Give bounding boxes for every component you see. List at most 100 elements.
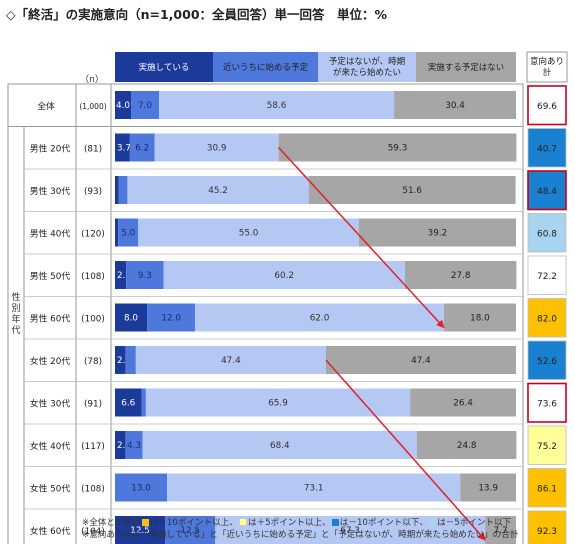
bar-segment bbox=[416, 431, 517, 459]
bar-segment bbox=[163, 261, 405, 289]
row-label: 女性 20代 bbox=[30, 355, 71, 367]
data-label: 26.4 bbox=[453, 399, 473, 409]
minus10-note: は－10ポイント以下、 bbox=[339, 518, 429, 528]
data-label: 24.8 bbox=[457, 441, 477, 451]
group-axis-label-char: 年 bbox=[11, 313, 20, 325]
data-label: 73.1 bbox=[304, 484, 324, 494]
legend-label: 実施する予定はない bbox=[428, 62, 505, 73]
data-label: 7.0 bbox=[138, 101, 152, 111]
bar-segment bbox=[147, 303, 196, 332]
bar-segment bbox=[126, 261, 164, 289]
row-n: (100) bbox=[81, 314, 105, 324]
highlight-legend-note: ※全体との差が は＋10ポイント以上、 は＋5ポイント以上、 は－10ポイント以下、は… bbox=[82, 516, 511, 528]
bar-segment bbox=[118, 218, 139, 247]
data-label: 60.2 bbox=[274, 271, 294, 281]
bar-segment bbox=[115, 176, 119, 204]
intent-cell bbox=[527, 382, 567, 423]
bar-segment bbox=[159, 91, 395, 119]
data-label: 68.4 bbox=[270, 441, 290, 451]
bar-segment bbox=[443, 303, 516, 332]
intent-cell bbox=[527, 213, 567, 253]
bar-segment bbox=[167, 473, 461, 502]
data-label: 7.7 bbox=[494, 526, 508, 536]
data-label: 58.6 bbox=[267, 101, 287, 111]
bar-segment bbox=[404, 261, 517, 289]
data-label: 4.0 bbox=[116, 101, 130, 111]
intent-header-box bbox=[526, 51, 568, 83]
intent-value: 82.0 bbox=[537, 314, 557, 324]
intent-cell bbox=[527, 298, 567, 338]
data-label: 13.9 bbox=[478, 484, 498, 494]
data-label: 30.9 bbox=[207, 144, 227, 154]
bar-segment bbox=[145, 388, 411, 417]
group-axis-label-char: 代 bbox=[11, 325, 20, 336]
data-label: 2.6 bbox=[117, 356, 131, 366]
bar-segment bbox=[131, 91, 160, 119]
bar-segment bbox=[215, 516, 486, 544]
bar-segment bbox=[278, 133, 517, 162]
bar-segment bbox=[135, 346, 326, 374]
data-label: 39.2 bbox=[428, 229, 448, 239]
row-n: (78) bbox=[84, 357, 102, 367]
row-label: 全体 bbox=[37, 100, 55, 112]
trend-arrow bbox=[325, 359, 486, 541]
row-label: 男性 30代 bbox=[30, 185, 71, 197]
intent-cell bbox=[527, 170, 567, 211]
row-n: (1,000) bbox=[79, 102, 106, 111]
row-n: (120) bbox=[81, 229, 105, 239]
intent-cell bbox=[527, 128, 567, 168]
plus5-swatch bbox=[238, 518, 247, 526]
bar-segment bbox=[118, 176, 128, 204]
row-n: (108) bbox=[81, 484, 105, 494]
bar-segment bbox=[394, 91, 516, 119]
data-label: 2.8 bbox=[117, 271, 131, 281]
data-label: 6.2 bbox=[135, 144, 149, 154]
data-label: 67.3 bbox=[340, 526, 360, 536]
bar-segment bbox=[115, 473, 168, 502]
legend-swatch bbox=[115, 52, 213, 82]
row-n: (104) bbox=[81, 527, 105, 537]
row-label: 女性 60代 bbox=[30, 525, 71, 537]
row-n: (117) bbox=[81, 442, 105, 452]
bar-segment bbox=[115, 133, 130, 162]
legend-label: 近いうちに始める予定 bbox=[223, 62, 309, 73]
bar-segment bbox=[115, 91, 132, 119]
plus10-note: は＋10ポイント以上、 bbox=[149, 518, 238, 528]
data-label: 12.5 bbox=[180, 526, 200, 536]
intent-cell bbox=[527, 255, 567, 295]
row-label: 女性 50代 bbox=[30, 482, 71, 494]
chart-title: ◇「終活」の実施意向（n=1,000：全員回答）単一回答 単位：% bbox=[6, 7, 388, 22]
bar-segment bbox=[308, 176, 516, 204]
bar-segment bbox=[325, 346, 516, 374]
plus10-swatch bbox=[141, 519, 149, 526]
data-label: 27.8 bbox=[451, 271, 471, 281]
data-label: 45.2 bbox=[208, 186, 228, 196]
data-label: 9.3 bbox=[138, 271, 152, 281]
row-label: 男性 50代 bbox=[30, 270, 71, 282]
n-column-header: （n） bbox=[80, 74, 104, 85]
row-n: (81) bbox=[84, 144, 102, 154]
bar-segment bbox=[154, 133, 279, 162]
bar-segment bbox=[460, 473, 516, 502]
bar-segment bbox=[125, 346, 136, 374]
intent-value: 73.6 bbox=[537, 399, 557, 409]
bar-segment bbox=[142, 431, 417, 459]
data-label: 2.6 bbox=[117, 441, 131, 451]
intent-cell bbox=[527, 85, 567, 126]
intent-value: 75.2 bbox=[537, 442, 557, 452]
bar-segment bbox=[358, 218, 516, 247]
group-axis-label-char: 性 bbox=[11, 291, 20, 303]
legend-label: が来たら始めたい bbox=[333, 67, 401, 78]
bar-segment bbox=[410, 388, 516, 417]
data-label: 13.0 bbox=[131, 484, 151, 494]
minus5-swatch bbox=[429, 519, 437, 526]
intent-value: 92.3 bbox=[537, 527, 557, 537]
group-axis-label-char: 別 bbox=[11, 303, 20, 314]
bar-segment bbox=[485, 516, 516, 544]
intent-value: 60.8 bbox=[537, 229, 557, 239]
legend-swatch bbox=[213, 52, 318, 82]
data-label: 5.0 bbox=[121, 229, 135, 239]
data-label: 12.0 bbox=[161, 314, 181, 324]
legend-swatch bbox=[318, 52, 416, 82]
bar-segment bbox=[165, 516, 216, 544]
